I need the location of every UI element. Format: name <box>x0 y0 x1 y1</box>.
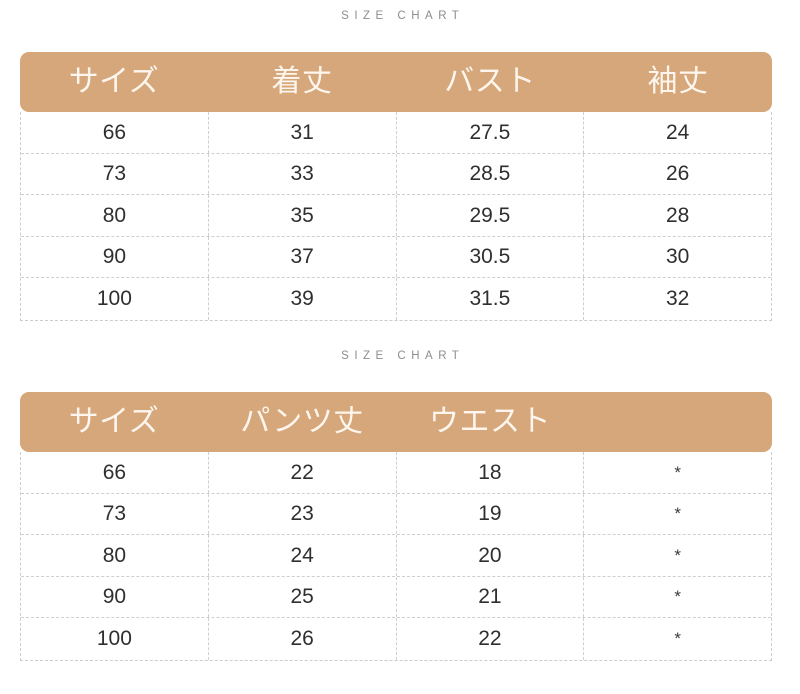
cell-sleeve: 28 <box>665 203 690 227</box>
cell-sleeve: 32 <box>665 287 690 311</box>
header-cell-bust: バスト <box>444 65 536 98</box>
table-body-bottom: 66 22 18 * 73 23 19 * 80 24 20 * 90 25 2… <box>20 452 772 661</box>
cell-size: 66 <box>21 112 209 153</box>
cell-bust: 31.5 <box>397 278 585 320</box>
table-header-row-bottom: サイズ パンツ丈 ウエスト <box>20 392 772 452</box>
cell-size: 73 <box>21 153 209 194</box>
size-table-bottom: サイズ パンツ丈 ウエスト 66 22 18 * 73 23 19 * 80 2… <box>20 392 772 661</box>
cell-pants-length: 25 <box>209 576 397 617</box>
cell-sleeve: 24 <box>665 120 690 144</box>
header-cell-sleeve: 袖丈 <box>647 65 709 98</box>
table-body-top: 66 31 27.5 24 73 33 28.5 26 80 35 29.5 2… <box>20 112 772 321</box>
table-row: 100 39 31.5 32 <box>21 278 771 320</box>
header-cell-pants-length: パンツ丈 <box>240 405 364 438</box>
cell-length: 35 <box>209 195 397 236</box>
cell-bust: 27.5 <box>397 112 585 153</box>
cell-length: 39 <box>209 278 397 320</box>
table-row: 80 24 20 * <box>21 535 771 577</box>
header-cell-size: サイズ <box>68 405 160 438</box>
header-cell-waist: ウエスト <box>429 405 551 438</box>
cell-pants-length: 24 <box>209 535 397 576</box>
header-cell-size: サイズ <box>68 65 160 98</box>
cell-asterisk: * <box>674 587 681 607</box>
size-chart-caption-top: SIZE CHART <box>341 10 465 22</box>
cell-size: 90 <box>21 236 209 277</box>
cell-size: 100 <box>21 618 209 660</box>
cell-size: 66 <box>21 452 209 493</box>
cell-waist: 22 <box>397 618 585 660</box>
cell-pants-length: 23 <box>209 493 397 534</box>
cell-length: 37 <box>209 236 397 277</box>
cell-pants-length: 26 <box>209 618 397 660</box>
cell-sleeve: 26 <box>665 162 690 186</box>
cell-asterisk: * <box>674 504 681 524</box>
cell-size: 73 <box>21 493 209 534</box>
cell-waist: 18 <box>397 452 585 493</box>
cell-asterisk: * <box>674 545 681 565</box>
cell-bust: 28.5 <box>397 153 585 194</box>
cell-waist: 21 <box>397 576 585 617</box>
header-cell-blank <box>584 392 772 452</box>
cell-pants-length: 22 <box>209 452 397 493</box>
cell-asterisk: * <box>674 629 681 649</box>
table-row: 66 31 27.5 24 <box>21 112 771 154</box>
size-table-top: サイズ 着丈 バスト 袖丈 66 31 27.5 24 73 33 28.5 2… <box>20 52 772 321</box>
table-row: 90 37 30.5 30 <box>21 236 771 278</box>
cell-asterisk: * <box>674 462 681 482</box>
cell-size: 100 <box>21 278 209 320</box>
table-row: 66 22 18 * <box>21 452 771 494</box>
size-chart-caption-bottom: SIZE CHART <box>341 350 465 362</box>
table-header-row-top: サイズ 着丈 バスト 袖丈 <box>20 52 772 112</box>
cell-sleeve: 30 <box>665 245 690 269</box>
cell-size: 80 <box>21 195 209 236</box>
cell-bust: 29.5 <box>397 195 585 236</box>
header-cell-length: 着丈 <box>271 65 333 98</box>
table-row: 80 35 29.5 28 <box>21 195 771 237</box>
table-row: 73 23 19 * <box>21 493 771 535</box>
table-row: 73 33 28.5 26 <box>21 153 771 195</box>
table-row: 90 25 21 * <box>21 576 771 618</box>
cell-bust: 30.5 <box>397 236 585 277</box>
cell-waist: 20 <box>397 535 585 576</box>
cell-size: 90 <box>21 576 209 617</box>
cell-length: 33 <box>209 153 397 194</box>
cell-length: 31 <box>209 112 397 153</box>
table-row: 100 26 22 * <box>21 618 771 660</box>
cell-waist: 19 <box>397 493 585 534</box>
cell-size: 80 <box>21 535 209 576</box>
